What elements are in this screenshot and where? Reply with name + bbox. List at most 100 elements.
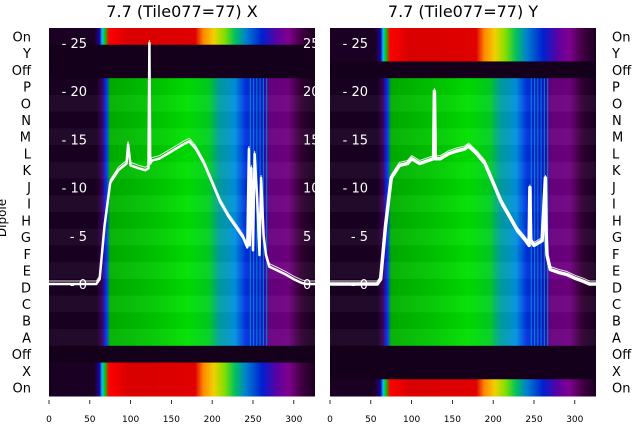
row-label: D — [612, 281, 622, 296]
heatmap-row-shade — [330, 195, 596, 212]
heatmap-row-shade — [330, 128, 596, 146]
row-label: Off — [612, 348, 632, 363]
row-label: C — [612, 298, 621, 313]
heatmap-row-on — [49, 28, 315, 46]
row-label: Y — [611, 47, 620, 62]
row-label: M — [20, 131, 31, 146]
heatmap-row-d — [49, 278, 315, 297]
x-tick-label: 0 — [327, 415, 333, 425]
x-tick-label: 50 — [365, 415, 377, 425]
heatmap-row-off — [330, 345, 596, 364]
row-label: B — [22, 315, 31, 330]
heatmap-row-shade — [330, 245, 596, 263]
row-label: On — [612, 30, 630, 45]
heatmap-row-shade — [49, 145, 315, 162]
row-label: Off — [12, 348, 32, 363]
row-label: On — [13, 30, 31, 45]
heatmap-stripe — [537, 78, 539, 346]
heatmap-row-shade — [49, 295, 315, 313]
heatmap-row-n — [330, 111, 596, 129]
row-label: F — [612, 248, 619, 263]
x-tick-label: 150 — [444, 415, 461, 425]
row-label: X — [22, 365, 31, 380]
panel-y: 7.7 (Tile077=77) Y On Y Off PONMLKJIHGFEDCB… — [327, 2, 632, 425]
x-tick-label: 100 — [403, 415, 420, 425]
heatmap-row-l — [330, 145, 596, 163]
overlay-y-tick-label-right: 5 — [303, 230, 311, 245]
heatmap-row-shade — [49, 278, 315, 296]
row-label: B — [612, 315, 621, 330]
row-label: N — [21, 114, 31, 129]
overlay-y-tick-label-right: 25 — [303, 37, 320, 52]
heatmap-row-shade — [330, 94, 596, 112]
heatmap-stripe — [540, 78, 542, 346]
heatmap-row-shade — [330, 228, 596, 246]
row-label: J — [26, 181, 31, 196]
row-label: K — [22, 164, 31, 179]
heatmap-row-a — [49, 329, 315, 347]
heatmap-stripe — [547, 78, 549, 346]
heatmap-row-on — [330, 28, 596, 46]
heatmap-row-shade — [330, 329, 596, 346]
overlay-y-tick-label-right: 0 — [303, 278, 311, 293]
overlay-y-tick-label: - 5 — [351, 230, 368, 245]
heatmap-row-shade — [49, 245, 315, 263]
x-tick-label: 300 — [285, 415, 302, 425]
heatmap-row-shade — [330, 212, 596, 229]
heatmap-row-f — [330, 245, 596, 263]
heatmap-row-shade — [330, 262, 596, 279]
overlay-y-tick-label: - 5 — [70, 230, 87, 245]
overlay-y-tick-label-right: 10 — [303, 182, 320, 197]
row-label: F — [24, 248, 31, 263]
heatmap-row-shade — [49, 111, 315, 129]
heatmap-row-shade — [330, 78, 596, 95]
row-label: A — [612, 331, 621, 346]
heatmap-row-b — [49, 312, 315, 330]
overlay-y-tick-label: - 15 — [62, 133, 87, 148]
overlay-y-tick-label: - 20 — [62, 85, 87, 100]
row-label: M — [612, 131, 623, 146]
x-tick-label: 50 — [84, 415, 96, 425]
heatmap-row-shade — [49, 212, 315, 229]
row-label: G — [612, 231, 622, 246]
row-label: C — [22, 298, 31, 313]
heatmap-row-shade — [330, 145, 596, 162]
x-tick-label: 300 — [566, 415, 583, 425]
row-label: X — [612, 365, 621, 380]
overlay-y-tick-label-right: 20 — [303, 85, 320, 100]
row-label: L — [24, 147, 32, 162]
row-label: O — [612, 97, 622, 112]
heatmap-row-m — [49, 128, 315, 146]
dipole-overlay-line-secondary — [49, 39, 315, 282]
dipole-overlay-line — [330, 89, 596, 286]
chart-title: 7.7 (Tile077=77) X — [106, 2, 257, 21]
heatmap-row-a — [330, 329, 596, 347]
heatmap-row-n — [49, 111, 315, 129]
heatmap-row-shade — [49, 178, 315, 196]
row-label: E — [612, 265, 620, 280]
row-label: H — [612, 214, 622, 229]
overlay-y-tick-label: - 25 — [62, 37, 87, 52]
x-tick-label: 150 — [163, 415, 180, 425]
heatmap-row-off — [330, 61, 596, 79]
heatmap-row-shade — [49, 78, 315, 95]
heatmap-row-shade — [49, 128, 315, 146]
heatmap-row-shade — [49, 228, 315, 246]
row-label: On — [612, 382, 630, 397]
dipole-overlay-line-secondary — [330, 88, 596, 282]
y-axis-label: Dipole — [0, 199, 9, 237]
row-label: N — [612, 114, 622, 129]
row-label: I — [27, 198, 31, 213]
overlay-y-tick-label: - 0 — [70, 278, 87, 293]
x-tick-label: 250 — [525, 415, 542, 425]
row-label: Off — [12, 64, 32, 79]
overlay-y-tick-label: - 20 — [343, 85, 368, 100]
row-label: P — [612, 81, 620, 96]
heatmap-row-f — [49, 245, 315, 263]
row-label: P — [23, 81, 31, 96]
row-label: I — [612, 198, 616, 213]
heatmap-row-p — [330, 78, 596, 96]
heatmap-row-c — [330, 295, 596, 313]
heatmap-row-shade — [49, 195, 315, 212]
heatmap-row-on — [330, 379, 596, 397]
